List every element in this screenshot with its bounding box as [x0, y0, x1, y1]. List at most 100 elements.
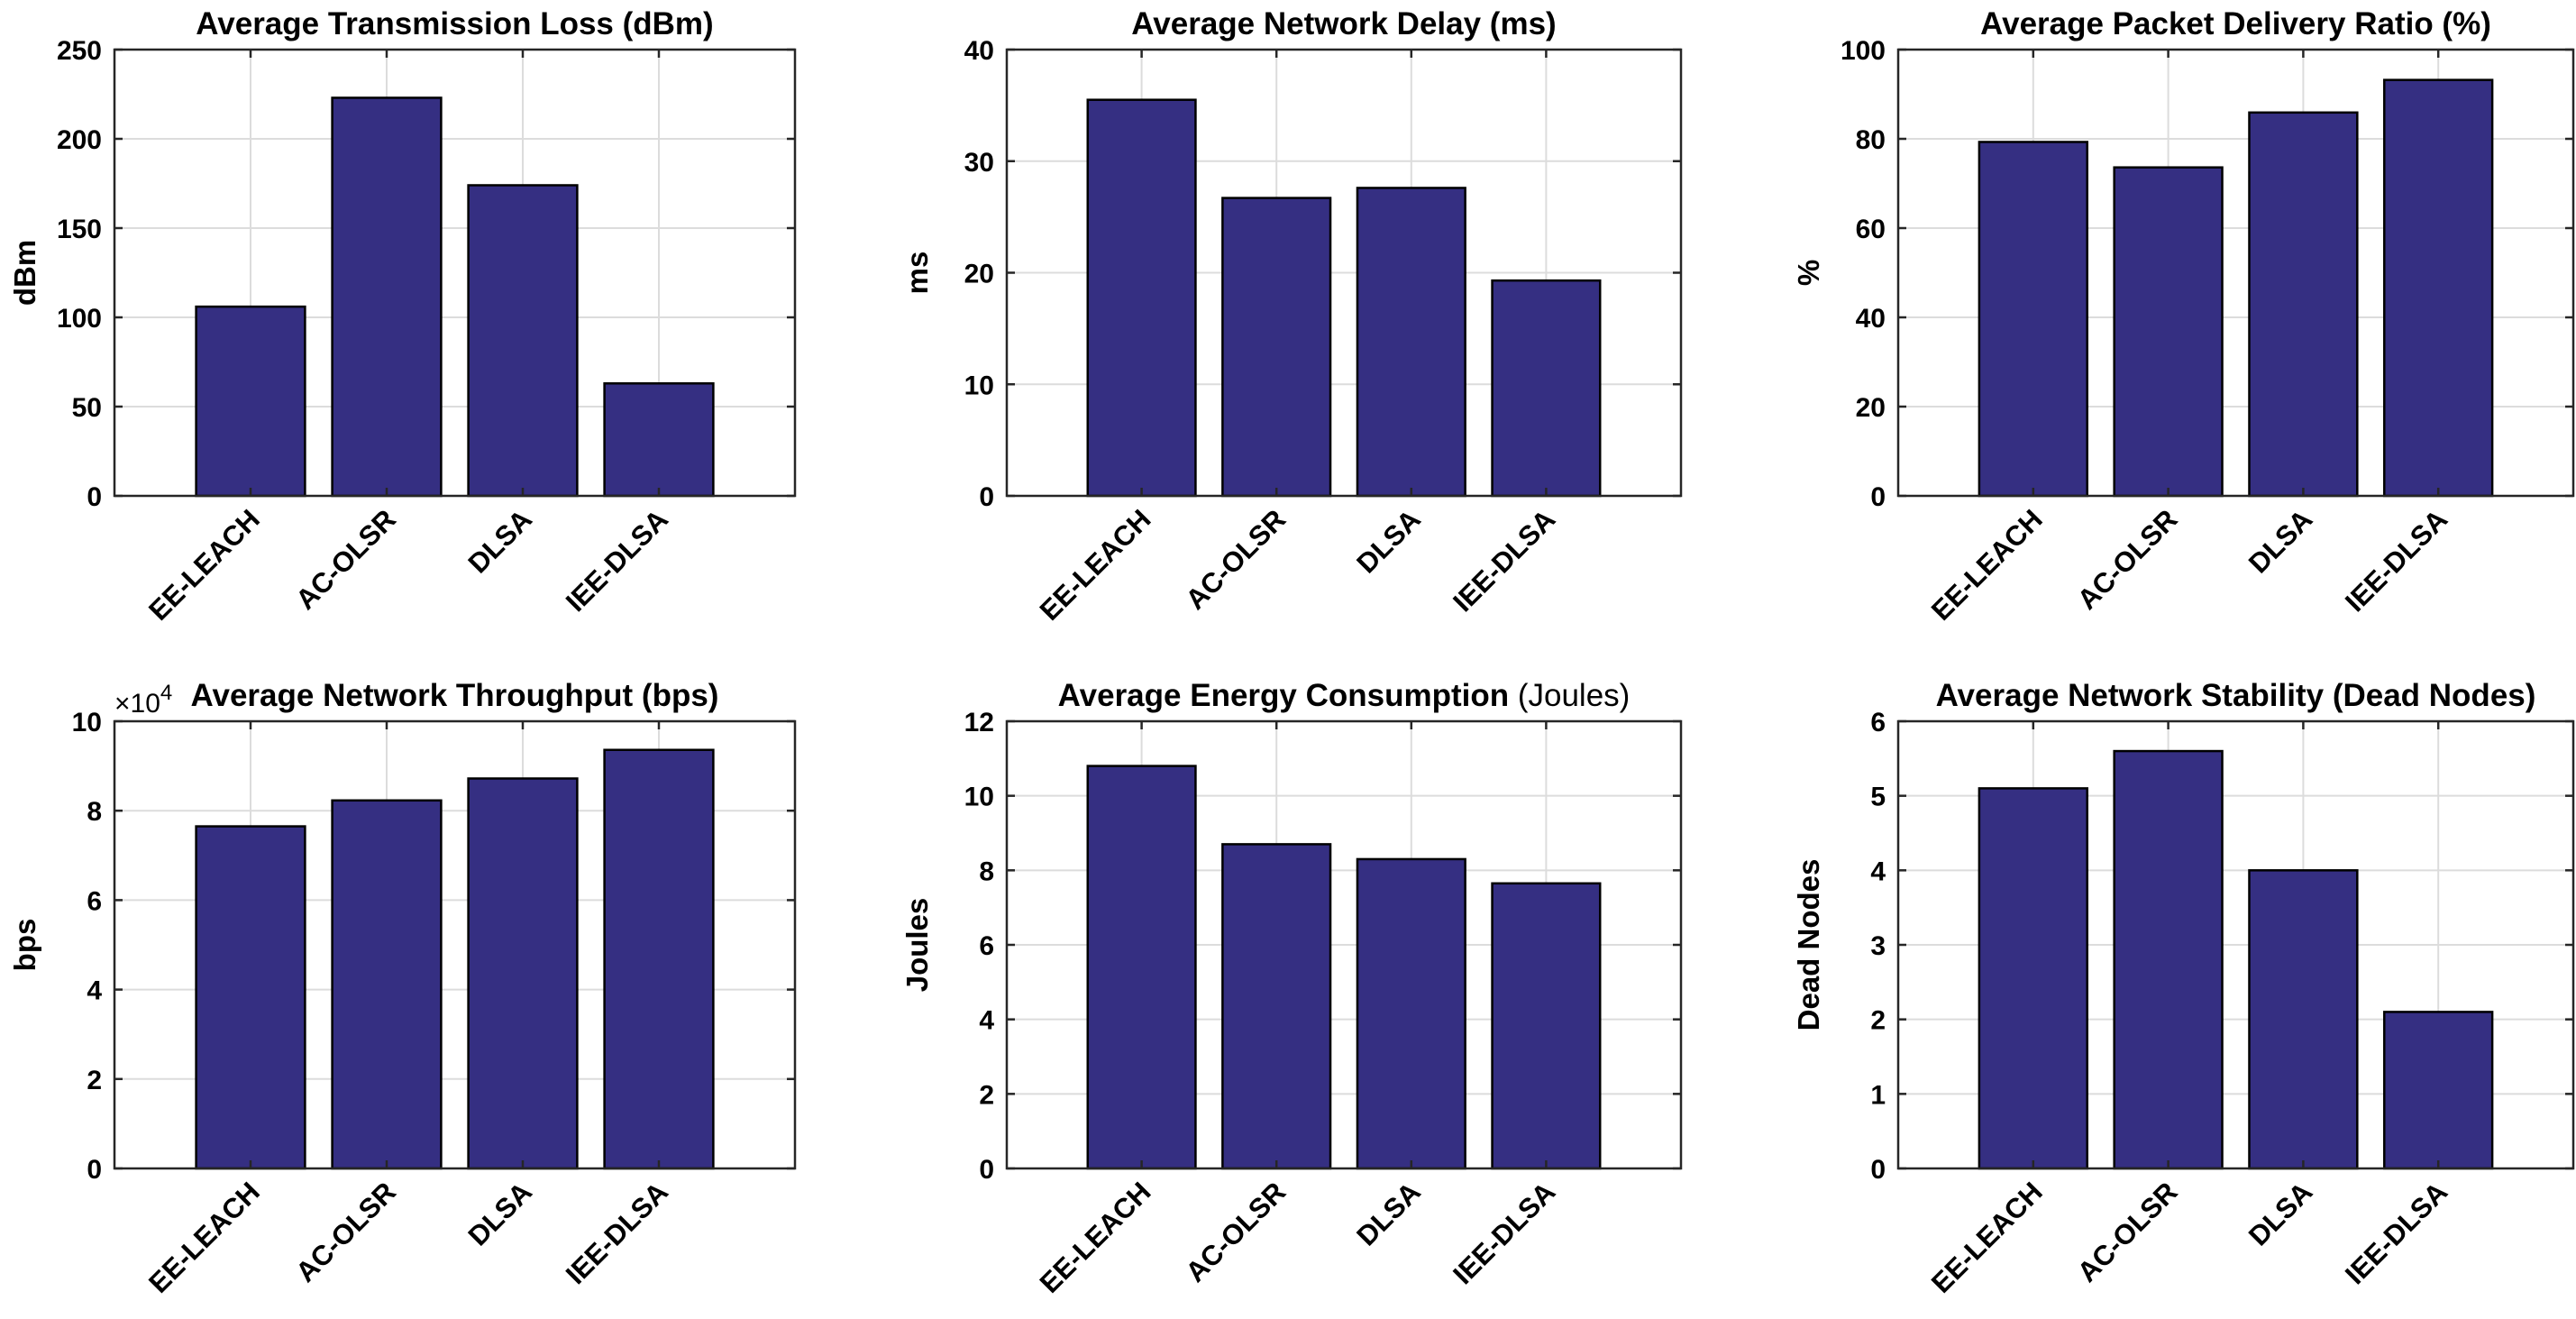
chart-title: Average Network Stability (Dead Nodes)	[1936, 678, 2536, 713]
y-tick-label: 80	[1856, 125, 1886, 155]
x-tick-label: IEE-DLSA	[1447, 503, 1561, 618]
x-tick-label: IEE-DLSA	[560, 1176, 674, 1290]
chart-title-main: Average Network Throughput (bps)	[191, 678, 719, 713]
y-tick-label: 10	[964, 783, 994, 812]
y-tick-label: 0	[1870, 482, 1886, 512]
axes-box	[113, 48, 797, 498]
y-axis-label: Dead Nodes	[1792, 859, 1825, 1031]
x-tick-label: IEE-DLSA	[560, 503, 674, 618]
y-tick-label: 2	[979, 1080, 994, 1110]
y-tick-label: 200	[57, 125, 102, 155]
y-axis-label: %	[1792, 260, 1825, 286]
bar-dlsa	[1356, 857, 1466, 1170]
bar-iee-dlsa	[2383, 78, 2494, 498]
bar-ee-leach	[1978, 141, 2088, 498]
y-tick-label: 40	[964, 36, 994, 66]
chart-title: Average Packet Delivery Ratio (%)	[1980, 6, 2491, 41]
chart-5: 0 2 4 6 8 10 12 EE-LEACH AC-OLSR DLSA IEE-DLSA Aver…	[900, 678, 1683, 1299]
chart-title: Average Network Throughput (bps)	[191, 678, 719, 713]
y-tick-label: 8	[979, 856, 994, 886]
x-tick-label: DLSA	[1350, 1176, 1426, 1251]
y-axis-exponent: ×104	[114, 681, 172, 719]
y-tick-label: 0	[979, 482, 994, 512]
y-tick-label: 100	[1841, 36, 1886, 66]
bar-ac-olsr	[1221, 197, 1332, 498]
bar-iee-dlsa	[603, 382, 715, 498]
bar-dlsa	[467, 777, 579, 1170]
y-tick-label: 10	[964, 371, 994, 400]
chart-title: Average Energy Consumption (Joules)	[1058, 678, 1631, 713]
x-tick-label: EE-LEACH	[142, 1176, 266, 1299]
bar-ee-leach	[1978, 787, 2088, 1170]
axes-box	[113, 719, 797, 1170]
chart-2: 0 10 20 30 40 EE-LEACH AC-OLSR DLSA IEE-DLSA Aver…	[900, 6, 1683, 627]
bar-ee-leach	[1086, 98, 1197, 498]
x-tick-label: EE-LEACH	[1034, 503, 1157, 627]
chart-6: 0 1 2 3 4 5 6 EE-LEACH AC-OLSR DLSA IEE-DLSA Averag…	[1792, 678, 2575, 1299]
x-tick-label: AC-OLSR	[1180, 503, 1293, 616]
bar-ee-leach	[195, 825, 306, 1170]
x-tick-label: EE-LEACH	[1034, 1176, 1157, 1299]
y-tick-label: 20	[1856, 393, 1886, 423]
y-tick-label: 8	[87, 797, 102, 827]
y-tick-label: 4	[979, 1006, 994, 1036]
bar-ac-olsr	[331, 96, 443, 498]
chart-4: 0 2 4 6 8 10 EE-LEACH AC-OLSR DLSA IEE-DLSA Averag…	[8, 678, 797, 1299]
y-tick-label: 5	[1870, 783, 1886, 812]
bar-ac-olsr	[331, 799, 443, 1170]
x-tick-label: AC-OLSR	[2071, 1176, 2184, 1288]
y-tick-label: 150	[57, 215, 102, 244]
x-tick-label: EE-LEACH	[142, 503, 266, 627]
chart-title-main: Average Network Stability (Dead Nodes)	[1936, 678, 2536, 713]
x-tick-label: DLSA	[1350, 503, 1426, 579]
y-tick-label: 3	[1870, 931, 1886, 961]
y-tick-label: 100	[57, 304, 102, 334]
x-tick-label: AC-OLSR	[2071, 503, 2184, 616]
y-tick-label: 2	[87, 1066, 102, 1095]
y-tick-label: 2	[1870, 1006, 1886, 1036]
chart-title-main: Average Energy Consumption	[1058, 678, 1518, 713]
bar-dlsa	[1356, 187, 1466, 498]
chart-title-main: Average Transmission Loss (dBm)	[196, 6, 713, 41]
bar-dlsa	[467, 184, 579, 498]
y-tick-label: 20	[964, 260, 994, 289]
y-tick-label: 6	[87, 886, 102, 916]
y-tick-label: 4	[1870, 856, 1886, 886]
x-tick-label: AC-OLSR	[289, 503, 402, 616]
bar-ac-olsr	[2113, 749, 2224, 1170]
y-tick-label: 12	[964, 708, 994, 737]
x-tick-label: IEE-DLSA	[1447, 1176, 1561, 1290]
y-tick-label: 1	[1870, 1080, 1886, 1110]
axes-box	[1896, 48, 2575, 498]
y-tick-label: 60	[1856, 215, 1886, 244]
bar-ac-olsr	[2113, 166, 2224, 498]
x-tick-label: AC-OLSR	[1180, 1176, 1293, 1288]
bar-iee-dlsa	[1491, 882, 1602, 1170]
bar-ac-olsr	[1221, 843, 1332, 1170]
chart-title: Average Transmission Loss (dBm)	[196, 6, 713, 41]
x-tick-label: IEE-DLSA	[2339, 503, 2453, 618]
y-tick-label: 30	[964, 148, 994, 178]
y-tick-label: 0	[979, 1155, 994, 1185]
x-tick-label: AC-OLSR	[289, 1176, 402, 1288]
y-tick-label: 0	[1870, 1155, 1886, 1185]
chart-title: Average Network Delay (ms)	[1131, 6, 1556, 41]
y-axis-label: dBm	[8, 240, 41, 306]
bar-ee-leach	[195, 305, 306, 498]
x-tick-label: DLSA	[462, 1176, 538, 1251]
y-axis-label: Joules	[900, 898, 934, 993]
bar-ee-leach	[1086, 765, 1197, 1170]
x-tick-label: IEE-DLSA	[2339, 1176, 2453, 1290]
chart-1: 0 50 100 150 200 250 EE-LEACH AC-OLSR DLSA IEE-DL…	[8, 6, 797, 627]
y-axis-exponent-power: 4	[160, 681, 172, 705]
bar-iee-dlsa	[2383, 1011, 2494, 1170]
bar-iee-dlsa	[1491, 279, 1602, 498]
y-tick-label: 0	[87, 1155, 102, 1185]
bar-dlsa	[2248, 869, 2359, 1170]
chart-title-main: Average Network Delay (ms)	[1131, 6, 1556, 41]
y-tick-label: 6	[1870, 708, 1886, 737]
bar-iee-dlsa	[603, 748, 715, 1170]
y-tick-label: 40	[1856, 304, 1886, 334]
y-tick-label: 250	[57, 36, 102, 66]
